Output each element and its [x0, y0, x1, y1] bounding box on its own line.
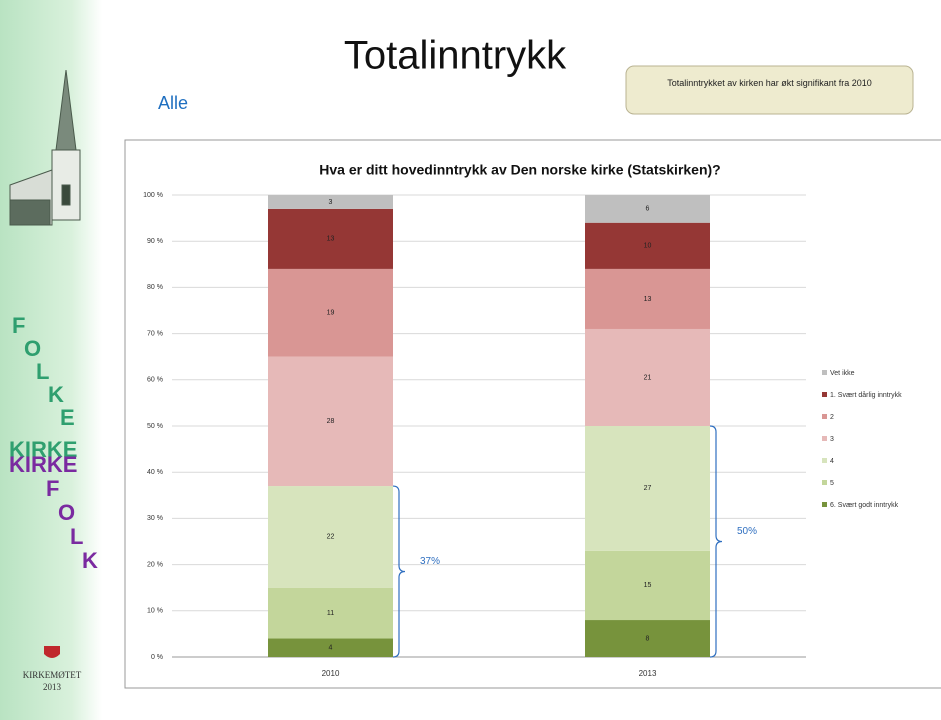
y-tick-label: 80 % — [147, 284, 163, 291]
chart-frame — [125, 140, 941, 688]
slide-title: Totalinntrykk — [344, 34, 567, 78]
slide-subtitle: Alle — [158, 93, 188, 113]
logo-name: KIRKEMØTET — [23, 670, 82, 680]
x-tick-label: 2010 — [322, 669, 340, 678]
x-tick-label: 2013 — [639, 669, 657, 678]
legend-label: 2 — [830, 414, 834, 421]
legend-swatch — [822, 458, 827, 463]
note: Totalinntrykket av kirken har økt signif… — [630, 70, 909, 89]
y-tick-label: 100 % — [143, 192, 163, 199]
chart-title: Hva er ditt hovedinntrykk av Den norske … — [319, 162, 720, 178]
legend-swatch — [822, 502, 827, 507]
data-label: 4 — [329, 645, 333, 652]
data-label: 28 — [327, 418, 335, 425]
annotation: 37% — [420, 556, 440, 567]
data-label: 27 — [644, 485, 652, 492]
y-tick-label: 90 % — [147, 238, 163, 245]
data-label: 8 — [646, 635, 650, 642]
data-label: 13 — [644, 296, 652, 303]
slide: FOLKE KIRKE KIRKE FOLK KIRKEMØTET 2013 T… — [0, 0, 941, 720]
data-label: 21 — [644, 374, 652, 381]
legend-label: 6. Svært godt inntrykk — [830, 502, 899, 509]
legend-label: Vet ikke — [830, 370, 855, 377]
data-label: 19 — [327, 310, 335, 317]
y-tick-label: 40 % — [147, 469, 163, 476]
data-label: 15 — [644, 582, 652, 589]
y-tick-label: 30 % — [147, 515, 163, 522]
data-label: 3 — [329, 199, 333, 206]
annotation: 50% — [737, 526, 757, 537]
y-tick-label: 50 % — [147, 423, 163, 430]
data-label: 10 — [644, 243, 652, 250]
data-label: 22 — [327, 534, 335, 541]
note-wrap: Totalinntrykket av kirken har økt signif… — [630, 70, 909, 110]
legend-label: 1. Svært dårlig inntrykk — [830, 391, 902, 399]
sidebar — [0, 0, 102, 720]
y-tick-label: 60 % — [147, 377, 163, 384]
legend-label: 3 — [830, 436, 834, 443]
logo-year: 2013 — [43, 682, 62, 692]
legend-swatch — [822, 392, 827, 397]
legend-label: 5 — [830, 480, 834, 487]
legend-swatch — [822, 414, 827, 419]
legend-swatch — [822, 436, 827, 441]
sidebar-word: KIRKE — [9, 452, 77, 477]
data-label: 6 — [646, 206, 650, 213]
legend-swatch — [822, 480, 827, 485]
data-label: 13 — [327, 236, 335, 243]
data-label: 11 — [327, 610, 334, 617]
y-tick-label: 70 % — [147, 330, 163, 337]
legend-swatch — [822, 370, 827, 375]
y-tick-label: 20 % — [147, 561, 163, 568]
legend-label: 4 — [830, 458, 834, 465]
y-tick-label: 0 % — [151, 654, 163, 661]
y-tick-label: 10 % — [147, 608, 163, 615]
